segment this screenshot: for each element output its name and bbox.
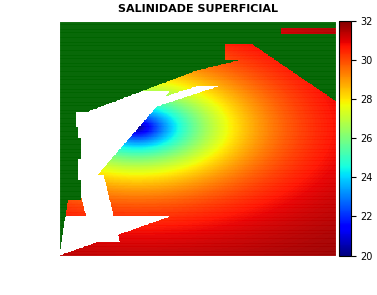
Title: SALINIDADE SUPERFICIAL: SALINIDADE SUPERFICIAL (118, 4, 278, 14)
Y-axis label: LATITUDE: LATITUDE (4, 108, 14, 168)
X-axis label: LONGITUDE: LONGITUDE (162, 281, 234, 291)
